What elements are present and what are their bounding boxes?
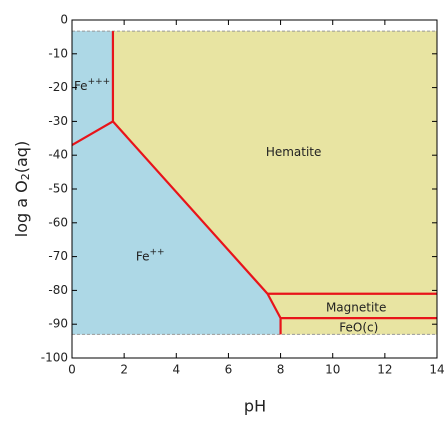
- x-tick-label: 0: [68, 363, 76, 377]
- y-tick-label: -40: [48, 148, 68, 162]
- x-tick-label: 4: [172, 363, 180, 377]
- region-label-part: Fe: [74, 78, 88, 92]
- x-tick-label: 12: [377, 363, 392, 377]
- region-label-sup: +++: [88, 76, 111, 86]
- y-tick-label: -30: [48, 114, 68, 128]
- region-label: Magnetite: [326, 300, 386, 314]
- y-tick-label: -60: [48, 215, 68, 229]
- y-axis-label-sub: 2: [19, 173, 32, 180]
- region-label-sup: ++: [149, 247, 164, 257]
- y-axis-label-part: log a O: [12, 180, 31, 237]
- y-axis-label: log a O2(aq): [12, 141, 33, 237]
- y-tick-label: -100: [41, 351, 68, 365]
- region-label: FeO(c): [339, 320, 378, 334]
- region-label-part: Fe: [136, 249, 150, 263]
- y-tick-label: -50: [48, 182, 68, 196]
- region-label-part: Hematite: [266, 144, 322, 158]
- region-label-part: Magnetite: [326, 300, 386, 314]
- region-label: Hematite: [266, 144, 322, 158]
- x-tick-label: 6: [225, 363, 233, 377]
- region-label-part: FeO(c): [339, 320, 378, 334]
- y-tick-label: -90: [48, 317, 68, 331]
- y-tick-label: -20: [48, 80, 68, 94]
- x-tick-label: 2: [120, 363, 128, 377]
- region-label: Fe++: [136, 247, 165, 263]
- y-tick-label: -70: [48, 249, 68, 263]
- x-axis-label: pH: [244, 397, 266, 416]
- y-tick-label: 0: [60, 13, 68, 27]
- y-tick-label: -80: [48, 283, 68, 297]
- region-label: Fe+++: [74, 76, 110, 92]
- x-tick-label: 14: [429, 363, 444, 377]
- x-tick-label: 8: [277, 363, 285, 377]
- y-axis-label-part: (aq): [12, 141, 31, 173]
- y-tick-label: -10: [48, 46, 68, 60]
- x-tick-label: 10: [325, 363, 340, 377]
